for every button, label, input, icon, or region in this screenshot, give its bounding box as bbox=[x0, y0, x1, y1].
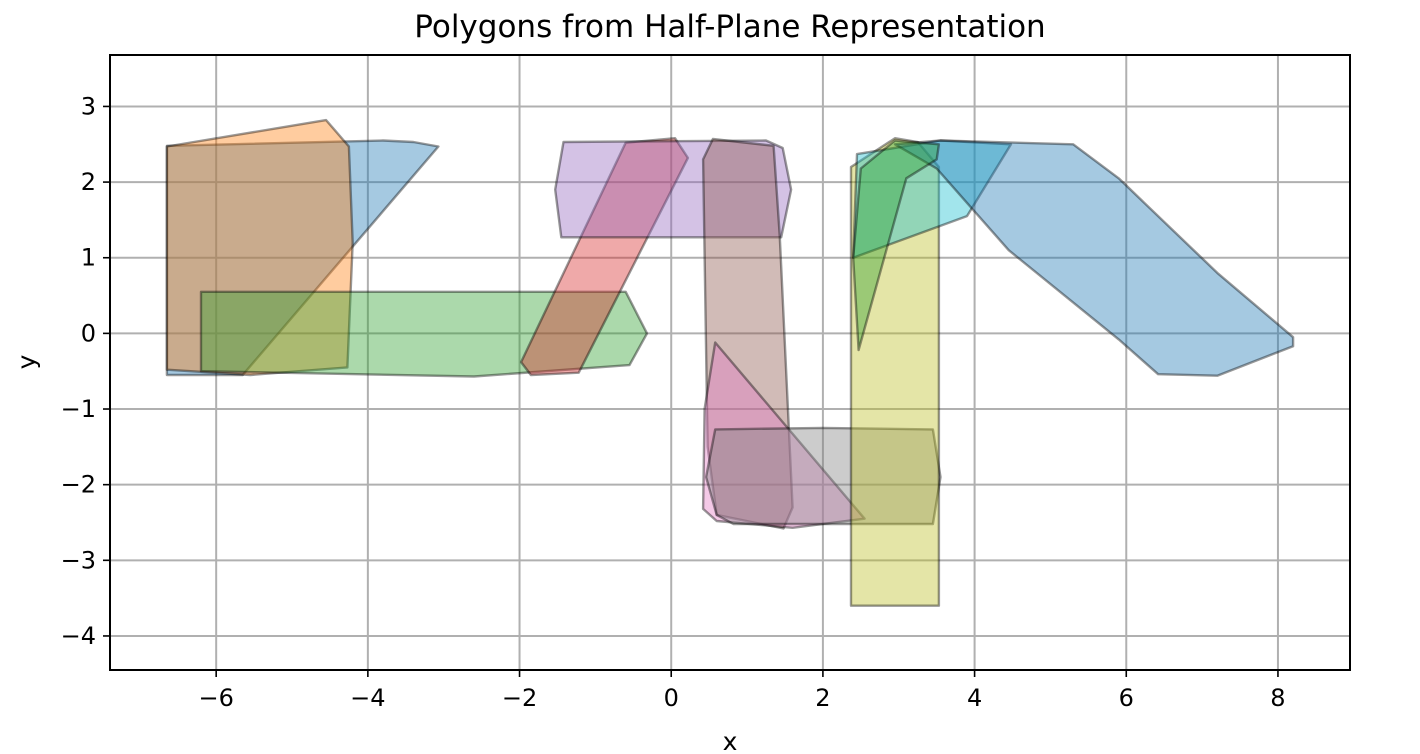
polygon-3 bbox=[199, 290, 649, 378]
y-tick-label: −1 bbox=[61, 395, 96, 423]
y-tick-label: −4 bbox=[61, 622, 96, 650]
y-tick-label: −3 bbox=[61, 546, 96, 574]
chart-title: Polygons from Half-Plane Representation bbox=[414, 9, 1045, 45]
y-tick-label: 1 bbox=[81, 244, 96, 272]
x-tick-label: 2 bbox=[815, 684, 830, 712]
y-axis-label: y bbox=[12, 354, 41, 369]
polygon-11 bbox=[893, 139, 1295, 377]
x-tick-label: 4 bbox=[967, 684, 982, 712]
grid-layer bbox=[110, 55, 1350, 670]
polygon-1 bbox=[165, 139, 440, 377]
polygon-7 bbox=[701, 341, 866, 529]
polygon-6 bbox=[701, 137, 794, 530]
x-axis-label: x bbox=[723, 727, 738, 754]
y-tick-label: 3 bbox=[81, 92, 96, 120]
polygon-5 bbox=[554, 139, 793, 239]
tick-layer: −6 −4 −2 0 2 4 6 8 −4 −3 −2 −1 0 1 2 3 bbox=[61, 92, 1286, 712]
x-tick-label: 8 bbox=[1270, 684, 1285, 712]
y-tick-label: 2 bbox=[81, 168, 96, 196]
polygon-2 bbox=[165, 118, 354, 377]
x-tick-label: 0 bbox=[664, 684, 679, 712]
polygon-12 bbox=[852, 139, 941, 352]
polygon-4 bbox=[519, 136, 690, 377]
y-tick-label: −2 bbox=[61, 471, 96, 499]
polygon-10 bbox=[852, 139, 1013, 259]
polygon-9 bbox=[849, 136, 941, 607]
y-tick-label: 0 bbox=[81, 319, 96, 347]
x-tick-label: 6 bbox=[1119, 684, 1134, 712]
plot-frame bbox=[109, 54, 1351, 671]
x-tick-label: −2 bbox=[502, 684, 537, 712]
x-tick-label: −6 bbox=[198, 684, 233, 712]
x-tick-label: −4 bbox=[350, 684, 385, 712]
polygon-8 bbox=[704, 426, 942, 526]
polygon-layer bbox=[165, 118, 1295, 607]
